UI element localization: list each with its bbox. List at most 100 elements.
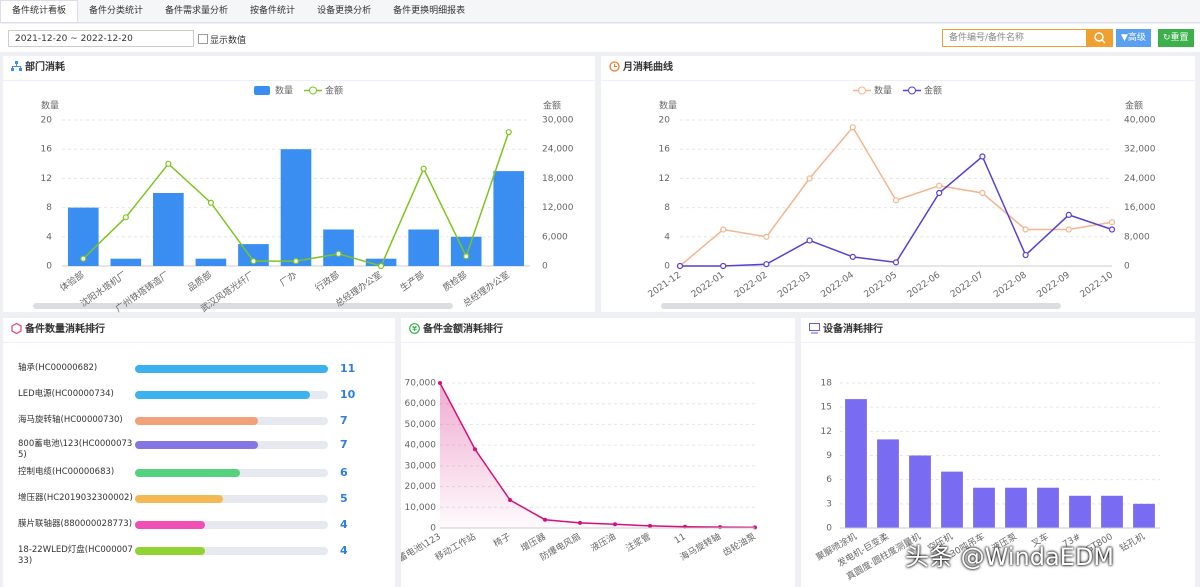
y-tick-label: 6: [826, 475, 832, 485]
bar: [1101, 495, 1123, 528]
y-tick-label: 70,000: [405, 379, 437, 389]
bar: [408, 229, 439, 266]
point: [720, 262, 727, 270]
rank-track: [135, 521, 328, 529]
chart: 0 10,000 20,000 30,000 40,000 50,000 60,000 70,…: [401, 379, 758, 573]
point: [763, 233, 770, 240]
y-tick-label: 4: [46, 232, 52, 242]
rank-label: 800蓄电池\123(HC00000735): [18, 439, 133, 460]
x-tick-label: 钻孔机: [1117, 530, 1146, 554]
rank-bar: [135, 365, 328, 373]
y-tick-label: 60,000: [405, 399, 437, 409]
tab[interactable]: 备件分类统计: [89, 6, 144, 16]
y-tick-label: 0: [664, 262, 670, 272]
x-tick-label: 液压油: [588, 530, 617, 554]
point: [122, 214, 129, 221]
y-tick-label: 18: [821, 379, 833, 389]
y-tick-label: 8: [664, 203, 670, 213]
bar: [195, 258, 227, 266]
legend-label: 数量: [874, 85, 892, 97]
point: [1022, 251, 1029, 259]
line: [679, 126, 1113, 267]
tab[interactable]: 备件需求量分析: [165, 6, 229, 16]
rank-bar: [135, 441, 258, 449]
y-tick-label: 30,000: [405, 461, 437, 471]
advanced-button[interactable]: ▼高级: [1116, 29, 1151, 47]
point: [1065, 211, 1072, 218]
bar: [1069, 495, 1091, 528]
tab[interactable]: 备件更换明细报表: [393, 6, 466, 16]
point: [849, 124, 856, 131]
point: [1108, 226, 1116, 233]
rank-value: 5: [340, 492, 348, 505]
panel-header: 备件数量消耗排行: [3, 318, 395, 343]
y-tick-label: 18,000: [542, 174, 574, 184]
bar: [323, 229, 354, 266]
search-button[interactable]: [1087, 29, 1113, 47]
point: [420, 165, 427, 172]
point: [892, 259, 900, 266]
search-input[interactable]: 备件编号/备件名称: [942, 29, 1087, 47]
x-tick-label: 齿轮油泵: [721, 530, 758, 558]
panel: 设备消耗排行 0 3 6 9 12 15 18 聚脲喷涂机 发电机-巨变柔 真圆度·圆柱度测量机空…: [801, 318, 1195, 587]
y-tick-label: 20: [41, 116, 53, 126]
watermark: 头条 @WindaEDM: [905, 543, 1115, 571]
bar: [450, 236, 482, 266]
point: [936, 182, 943, 189]
panel-header: ¥ 备件金额消耗排行: [401, 318, 795, 343]
axis-title: 金额: [1125, 100, 1143, 112]
rank-track: [135, 417, 328, 425]
point: [292, 258, 300, 265]
point: [806, 237, 813, 244]
legend-swatch: [908, 86, 916, 95]
chart: 轴承(HC00000682) 11 LED电源(HC00000734) 10 海马旋转轴…: [3, 343, 395, 587]
rank-row: 18-22WLED灯盘(HC00000733) 4: [18, 544, 378, 569]
x-tick-label: 体验部: [57, 269, 86, 294]
point: [979, 189, 986, 197]
bar: [941, 471, 963, 528]
rank-track: [135, 365, 328, 373]
rank-row: 800蓄电池\123(HC00000735) 7: [18, 438, 378, 463]
chart: 0 4 8 12 16 20 0 8,000 16,000 24,000 32,000 40,000 数…: [647, 85, 1156, 309]
y-tick-label: 12: [659, 174, 670, 184]
rank-value: 4: [340, 518, 348, 531]
y-tick-label: 40,000: [405, 441, 437, 451]
bar: [153, 193, 184, 266]
panel: ¥ 备件金额消耗排行 0 10,000 20,000 30,000 40,000 50,00…: [401, 318, 795, 587]
y-tick-label: 16: [659, 145, 671, 155]
y-tick-label: 12: [821, 427, 832, 437]
x-tick-label: 800蓄电池\123: [401, 530, 443, 573]
x-tick-label: 2022-07: [949, 270, 986, 300]
point: [892, 197, 900, 204]
bar: [1037, 487, 1059, 528]
show-values[interactable]: 显示数值: [198, 33, 246, 46]
tab[interactable]: 设备更换分析: [317, 6, 372, 16]
rank-bar: [135, 469, 241, 477]
x-tick-label: 质检部: [440, 269, 469, 294]
y-tick-label: 30,000: [542, 116, 574, 126]
y-tick-label: 50,000: [405, 420, 437, 430]
rank-bar: [135, 391, 311, 399]
area: [440, 383, 755, 528]
tab[interactable]: 备件统计看板: [0, 0, 79, 22]
point: [508, 498, 512, 503]
bar: [845, 399, 867, 528]
point: [543, 517, 547, 522]
y-tick-label: 3: [826, 499, 832, 509]
y-tick-label: 0: [430, 524, 436, 534]
panel-header: 设备消耗排行: [801, 318, 1195, 343]
x-tick-label: 增压器: [518, 530, 547, 554]
point: [720, 226, 727, 233]
y-tick-label: 40,000: [1124, 116, 1156, 126]
bar: [365, 258, 397, 266]
rank-value: 7: [340, 414, 348, 427]
rank-label: 膜片联轴器(880000028773): [18, 519, 133, 529]
rank-label: 增压器(HC2019032300002): [18, 493, 133, 503]
tab[interactable]: 按备件统计: [250, 6, 296, 16]
rank-track: [135, 441, 328, 449]
date-range[interactable]: 2021-12-20 ~ 2022-12-20: [8, 30, 194, 47]
panel: 部门消耗 0 4 8 12 16 20 0 6,000 12,000 18,000 24,000 30…: [3, 56, 595, 313]
legend-label: 金额: [924, 85, 942, 97]
reset-button[interactable]: ↻重置: [1158, 29, 1194, 47]
